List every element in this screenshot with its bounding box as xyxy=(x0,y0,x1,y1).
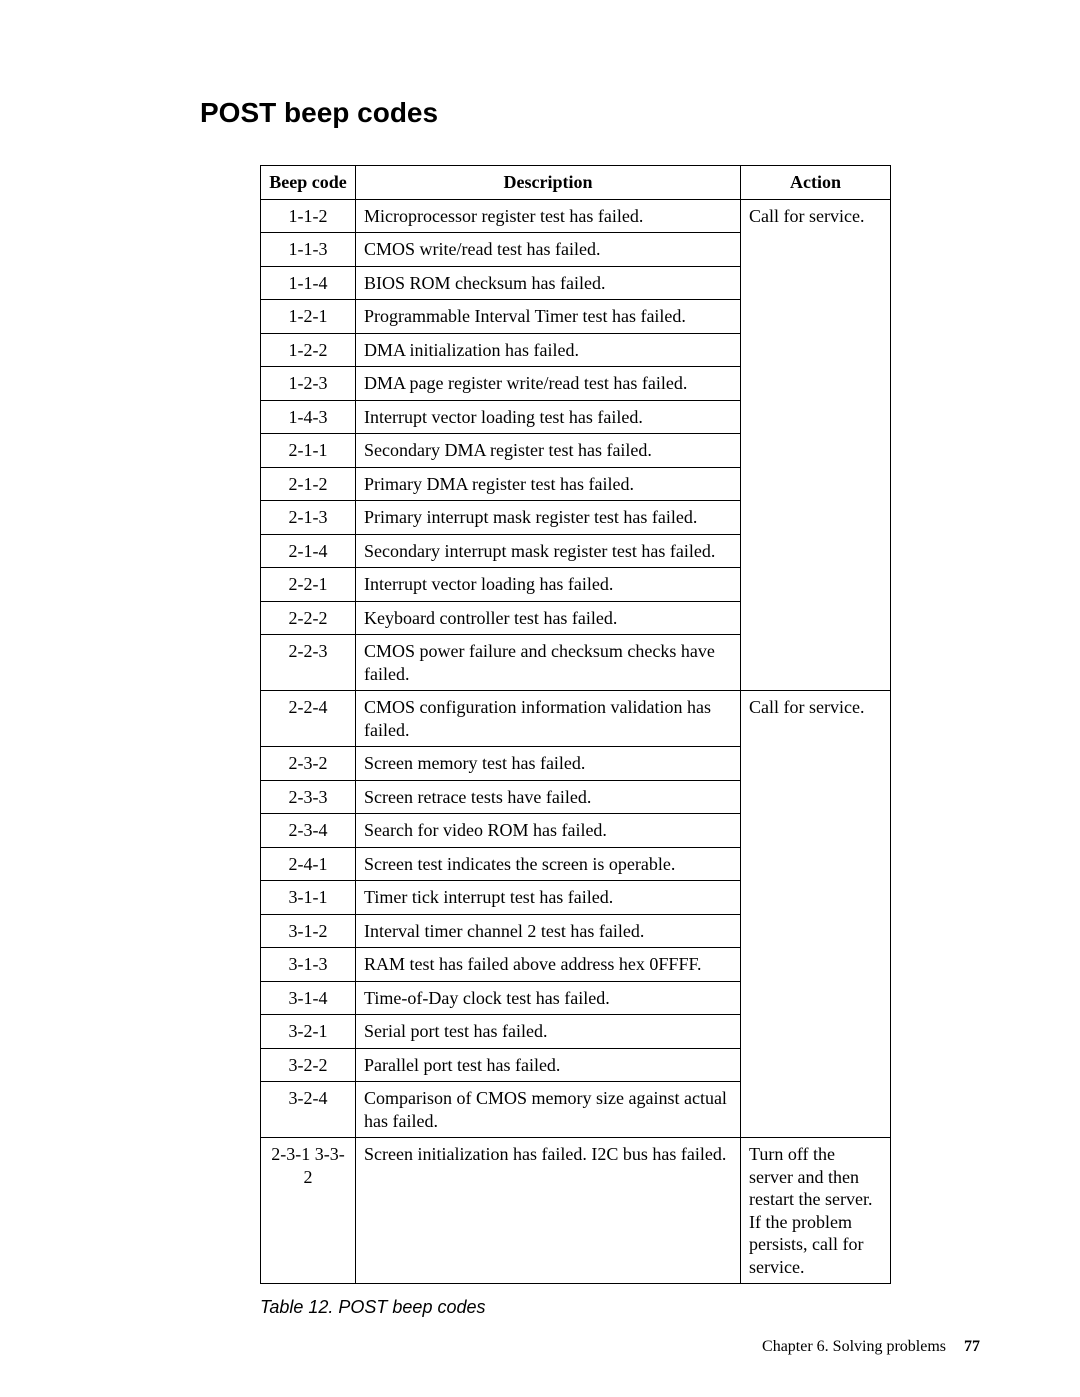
table-container: Beep code Description Action 1-1-2Microp… xyxy=(260,165,980,1284)
beep-code-cell: 1-2-1 xyxy=(261,300,356,334)
description-cell: CMOS power failure and checksum checks h… xyxy=(356,635,741,691)
footer-chapter: Chapter 6. Solving problems xyxy=(762,1338,946,1355)
beep-code-cell: 2-3-1 3-3-2 xyxy=(261,1138,356,1284)
description-cell: Secondary DMA register test has failed. xyxy=(356,434,741,468)
table-row: 2-3-1 3-3-2Screen initialization has fai… xyxy=(261,1138,891,1284)
col-header-code: Beep code xyxy=(261,166,356,200)
description-cell: DMA initialization has failed. xyxy=(356,333,741,367)
description-cell: Primary DMA register test has failed. xyxy=(356,467,741,501)
document-page: POST beep codes Beep code Description Ac… xyxy=(0,0,1080,1397)
description-cell: Secondary interrupt mask register test h… xyxy=(356,534,741,568)
beep-code-cell: 2-1-2 xyxy=(261,467,356,501)
beep-code-cell: 1-4-3 xyxy=(261,400,356,434)
description-cell: Interval timer channel 2 test has failed… xyxy=(356,914,741,948)
description-cell: Keyboard controller test has failed. xyxy=(356,601,741,635)
beep-code-cell: 2-4-1 xyxy=(261,847,356,881)
description-cell: DMA page register write/read test has fa… xyxy=(356,367,741,401)
description-cell: BIOS ROM checksum has failed. xyxy=(356,266,741,300)
description-cell: CMOS configuration information validatio… xyxy=(356,691,741,747)
action-cell: Call for service. xyxy=(741,691,891,1138)
description-cell: Primary interrupt mask register test has… xyxy=(356,501,741,535)
beep-code-cell: 2-2-4 xyxy=(261,691,356,747)
description-cell: Screen test indicates the screen is oper… xyxy=(356,847,741,881)
description-cell: Timer tick interrupt test has failed. xyxy=(356,881,741,915)
beep-code-cell: 2-3-4 xyxy=(261,814,356,848)
beep-code-cell: 3-2-1 xyxy=(261,1015,356,1049)
footer-page-number: 77 xyxy=(964,1338,980,1355)
table-header-row: Beep code Description Action xyxy=(261,166,891,200)
action-cell: Turn off the server and then restart the… xyxy=(741,1138,891,1284)
beep-code-cell: 1-1-4 xyxy=(261,266,356,300)
description-cell: Interrupt vector loading has failed. xyxy=(356,568,741,602)
beep-code-cell: 2-2-1 xyxy=(261,568,356,602)
description-cell: Screen initialization has failed. I2C bu… xyxy=(356,1138,741,1284)
beep-code-cell: 2-3-3 xyxy=(261,780,356,814)
table-row: 2-2-4CMOS configuration information vali… xyxy=(261,691,891,747)
beep-codes-table: Beep code Description Action 1-1-2Microp… xyxy=(260,165,891,1284)
description-cell: RAM test has failed above address hex 0F… xyxy=(356,948,741,982)
description-cell: Time-of-Day clock test has failed. xyxy=(356,981,741,1015)
col-header-action: Action xyxy=(741,166,891,200)
description-cell: CMOS write/read test has failed. xyxy=(356,233,741,267)
beep-code-cell: 1-1-2 xyxy=(261,199,356,233)
beep-code-cell: 2-2-3 xyxy=(261,635,356,691)
beep-code-cell: 2-3-2 xyxy=(261,747,356,781)
description-cell: Screen retrace tests have failed. xyxy=(356,780,741,814)
beep-code-cell: 3-1-1 xyxy=(261,881,356,915)
page-footer: Chapter 6. Solving problems 77 xyxy=(762,1337,980,1357)
description-cell: Interrupt vector loading test has failed… xyxy=(356,400,741,434)
beep-code-cell: 1-2-3 xyxy=(261,367,356,401)
action-cell: Call for service. xyxy=(741,199,891,691)
description-cell: Comparison of CMOS memory size against a… xyxy=(356,1082,741,1138)
beep-code-cell: 1-2-2 xyxy=(261,333,356,367)
beep-code-cell: 2-1-1 xyxy=(261,434,356,468)
col-header-desc: Description xyxy=(356,166,741,200)
table-body: 1-1-2Microprocessor register test has fa… xyxy=(261,199,891,1284)
section-title: POST beep codes xyxy=(200,95,980,130)
description-cell: Programmable Interval Timer test has fai… xyxy=(356,300,741,334)
description-cell: Search for video ROM has failed. xyxy=(356,814,741,848)
description-cell: Serial port test has failed. xyxy=(356,1015,741,1049)
table-caption: Table 12. POST beep codes xyxy=(260,1296,980,1319)
beep-code-cell: 2-1-3 xyxy=(261,501,356,535)
beep-code-cell: 2-1-4 xyxy=(261,534,356,568)
beep-code-cell: 3-1-3 xyxy=(261,948,356,982)
beep-code-cell: 3-2-4 xyxy=(261,1082,356,1138)
beep-code-cell: 2-2-2 xyxy=(261,601,356,635)
beep-code-cell: 3-2-2 xyxy=(261,1048,356,1082)
beep-code-cell: 3-1-2 xyxy=(261,914,356,948)
description-cell: Parallel port test has failed. xyxy=(356,1048,741,1082)
beep-code-cell: 3-1-4 xyxy=(261,981,356,1015)
description-cell: Microprocessor register test has failed. xyxy=(356,199,741,233)
description-cell: Screen memory test has failed. xyxy=(356,747,741,781)
beep-code-cell: 1-1-3 xyxy=(261,233,356,267)
table-row: 1-1-2Microprocessor register test has fa… xyxy=(261,199,891,233)
